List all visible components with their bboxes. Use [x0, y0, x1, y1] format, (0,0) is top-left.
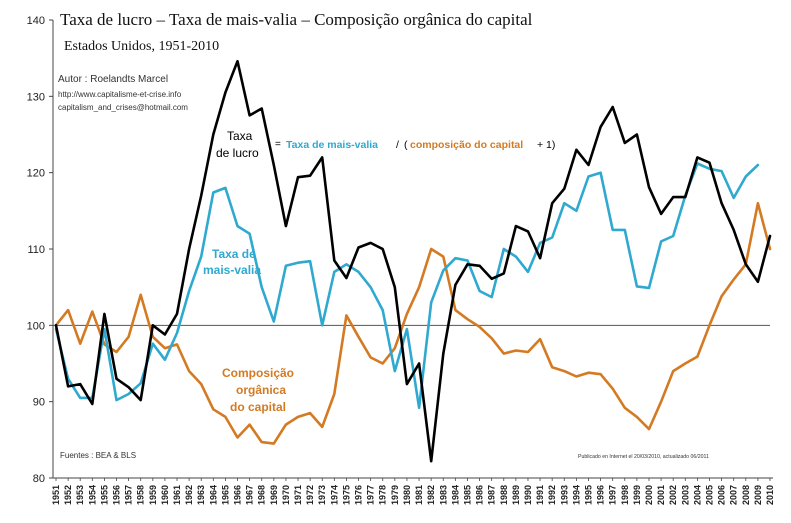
x-tick-label: 1984 — [450, 485, 460, 505]
x-tick-label: 1953 — [75, 485, 85, 505]
x-tick-label: 1969 — [269, 485, 279, 505]
x-tick-label: 1974 — [329, 485, 339, 505]
x-tick-label: 1980 — [402, 485, 412, 505]
x-tick-label: 1992 — [547, 485, 557, 505]
x-tick-label: 2009 — [753, 485, 763, 505]
author-label: Autor : Roelandts Marcel — [58, 74, 168, 85]
email-label: capitalism_and_crises@hotmail.com — [58, 103, 188, 112]
x-tick-label: 1981 — [414, 485, 424, 505]
x-tick-label: 2005 — [704, 485, 714, 505]
y-tick-label: 110 — [27, 244, 45, 256]
x-tick-label: 1989 — [511, 485, 521, 505]
x-tick-label: 1988 — [499, 485, 509, 505]
x-tick-label: 1956 — [112, 485, 122, 505]
x-tick-label: 1952 — [63, 485, 73, 505]
x-tick-label: 1965 — [220, 485, 230, 505]
x-tick-label: 1986 — [475, 485, 485, 505]
y-tick-label: 90 — [33, 397, 45, 409]
x-tick-label: 1957 — [124, 485, 134, 505]
sources-label: Fuentes : BEA & BLS — [60, 451, 136, 460]
x-tick-label: 1962 — [184, 485, 194, 505]
x-tick-label: 1979 — [390, 485, 400, 505]
x-tick-label: 1960 — [160, 485, 170, 505]
series-line-taxa-de-lucro — [54, 59, 772, 463]
y-tick-label: 120 — [27, 168, 45, 180]
x-tick-label: 2000 — [644, 485, 654, 505]
x-tick-label: 2003 — [680, 485, 690, 505]
x-tick-label: 1998 — [620, 485, 630, 505]
y-tick-label: 80 — [33, 473, 45, 485]
published-label: Publicado en Internet el 20/03/2010, act… — [578, 454, 709, 460]
x-tick-label: 2001 — [656, 485, 666, 505]
series-group — [54, 59, 772, 463]
x-tick-label: 2006 — [717, 485, 727, 505]
x-tick-label: 1995 — [583, 485, 593, 505]
x-tick-label: 1970 — [281, 485, 291, 505]
formula-lucro-line1: Taxa — [227, 129, 253, 143]
x-tick-label: 1955 — [99, 485, 109, 505]
x-tick-label: 1972 — [305, 485, 315, 505]
x-tick-label: 1996 — [596, 485, 606, 505]
y-tick-label: 140 — [27, 15, 45, 27]
x-tick-label: 1985 — [462, 485, 472, 505]
y-tick-label: 130 — [27, 91, 45, 103]
x-tick-label: 1993 — [559, 485, 569, 505]
x-tick-label: 1983 — [438, 485, 448, 505]
x-tick-label: 1990 — [523, 485, 533, 505]
x-tick-label: 1963 — [196, 485, 206, 505]
x-tick-label: 1951 — [51, 485, 61, 505]
x-tick-label: 1999 — [632, 485, 642, 505]
x-tick-label: 1954 — [87, 485, 97, 505]
annotation-comp-line1: Composição — [222, 366, 294, 380]
formula-slash: / — [396, 139, 399, 151]
series-line-composicao-organica — [54, 201, 772, 445]
formula-composicao: composição do capital — [410, 139, 523, 151]
x-tick-label: 1958 — [136, 485, 146, 505]
x-tick-label: 1975 — [341, 485, 351, 505]
x-tick-label: 1976 — [354, 485, 364, 505]
x-tick-label: 1967 — [245, 485, 255, 505]
annotation-comp-line2: orgânica — [236, 383, 286, 397]
x-tick-label: 1968 — [257, 485, 267, 505]
x-tick-label: 2002 — [668, 485, 678, 505]
website-label: http://www.capitalisme-et-crise.info — [58, 90, 182, 99]
x-tick-label: 1991 — [535, 485, 545, 505]
x-tick-label: 1982 — [426, 485, 436, 505]
x-tick-label: 1964 — [208, 485, 218, 505]
x-tick-label: 2007 — [729, 485, 739, 505]
formula-mais-valia: Taxa de mais-valia — [286, 139, 378, 151]
x-tick-label: 2010 — [765, 485, 775, 505]
x-tick-label: 1966 — [233, 485, 243, 505]
formula-open-paren: ( — [404, 139, 408, 151]
annotation-mais-valia-line1: Taxa de — [212, 247, 256, 261]
chart-title: Taxa de lucro – Taxa de mais-valia – Com… — [60, 10, 533, 29]
annotation-comp-line3: do capital — [230, 400, 286, 414]
chart-subtitle: Estados Unidos, 1951-2010 — [64, 39, 219, 54]
y-tick-label: 100 — [27, 320, 45, 332]
x-tick-label: 1978 — [378, 485, 388, 505]
x-tick-label: 2008 — [741, 485, 751, 505]
x-tick-label: 1959 — [148, 485, 158, 505]
formula-close: + 1) — [537, 139, 555, 151]
annotation-mais-valia-line2: mais-valia — [203, 263, 261, 277]
x-tick-label: 1994 — [571, 485, 581, 505]
series-line-taxa-de-mais-valia — [54, 162, 760, 410]
formula-lucro-line2: de lucro — [216, 146, 259, 160]
formula-equals: = — [275, 139, 281, 150]
x-tick-label: 1971 — [293, 485, 303, 505]
x-tick-label: 1977 — [366, 485, 376, 505]
x-tick-label: 1997 — [608, 485, 618, 505]
x-tick-label: 1961 — [172, 485, 182, 505]
x-tick-label: 2004 — [692, 485, 702, 505]
x-tick-label: 1973 — [317, 485, 327, 505]
x-tick-label: 1987 — [487, 485, 497, 505]
